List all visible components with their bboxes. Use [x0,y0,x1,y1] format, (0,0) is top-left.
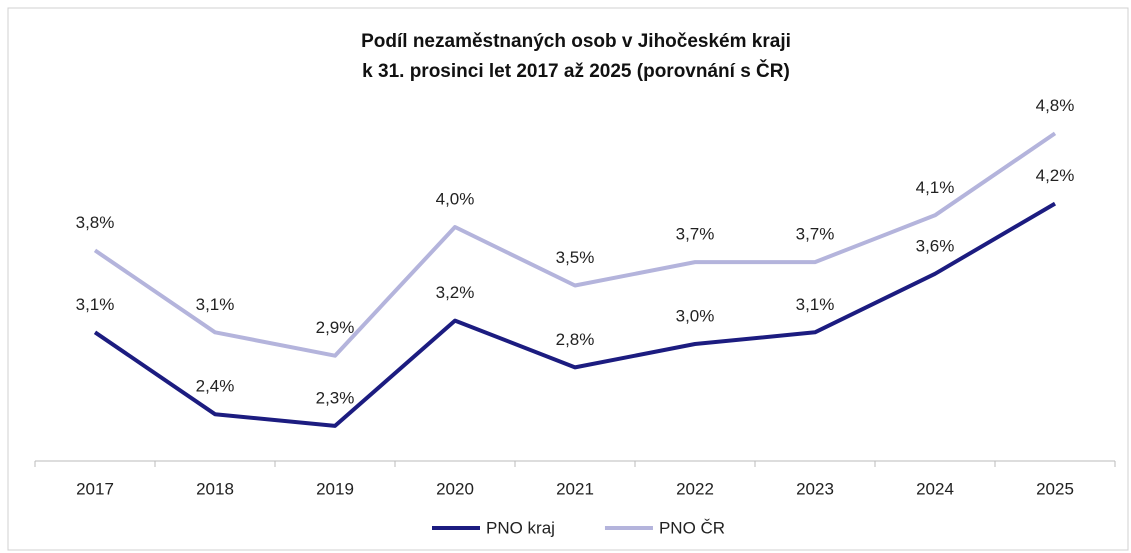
data-label: 4,2% [1036,166,1075,185]
data-label: 3,0% [676,306,715,325]
chart-title: Podíl nezaměstnaných osob v Jihočeském k… [361,31,791,52]
chart-frame [7,7,1129,551]
data-label: 3,7% [796,225,835,244]
legend-label: PNO ČR [659,518,725,537]
data-label: 2,3% [316,388,355,407]
x-tick-label: 2019 [316,479,354,498]
data-label: 3,7% [676,225,715,244]
data-label: 2,4% [196,377,235,396]
legend-label: PNO kraj [486,518,555,537]
x-tick-label: 2022 [676,479,714,498]
data-label: 3,2% [436,283,475,302]
data-label: 4,8% [1036,96,1075,115]
x-tick-label: 2017 [76,479,114,498]
chart-title: k 31. prosinci let 2017 až 2025 (porovná… [362,60,790,82]
series-line [93,201,1057,428]
data-label: 3,1% [796,295,835,314]
data-label: 3,1% [76,295,115,314]
data-label: 3,6% [916,236,955,255]
x-tick-label: 2024 [916,479,954,498]
x-tick-label: 2020 [436,479,474,498]
data-label: 3,1% [196,295,235,314]
x-tick-label: 2025 [1036,479,1074,498]
x-tick-label: 2018 [196,479,234,498]
data-label: 4,0% [436,189,475,208]
data-label: 4,1% [916,178,955,197]
data-label: 3,5% [556,248,595,267]
data-label: 2,8% [556,330,595,349]
series-line [93,131,1057,358]
data-label: 2,9% [316,318,355,337]
data-label: 3,8% [76,213,115,232]
x-tick-label: 2021 [556,479,594,498]
x-tick-label: 2023 [796,479,834,498]
